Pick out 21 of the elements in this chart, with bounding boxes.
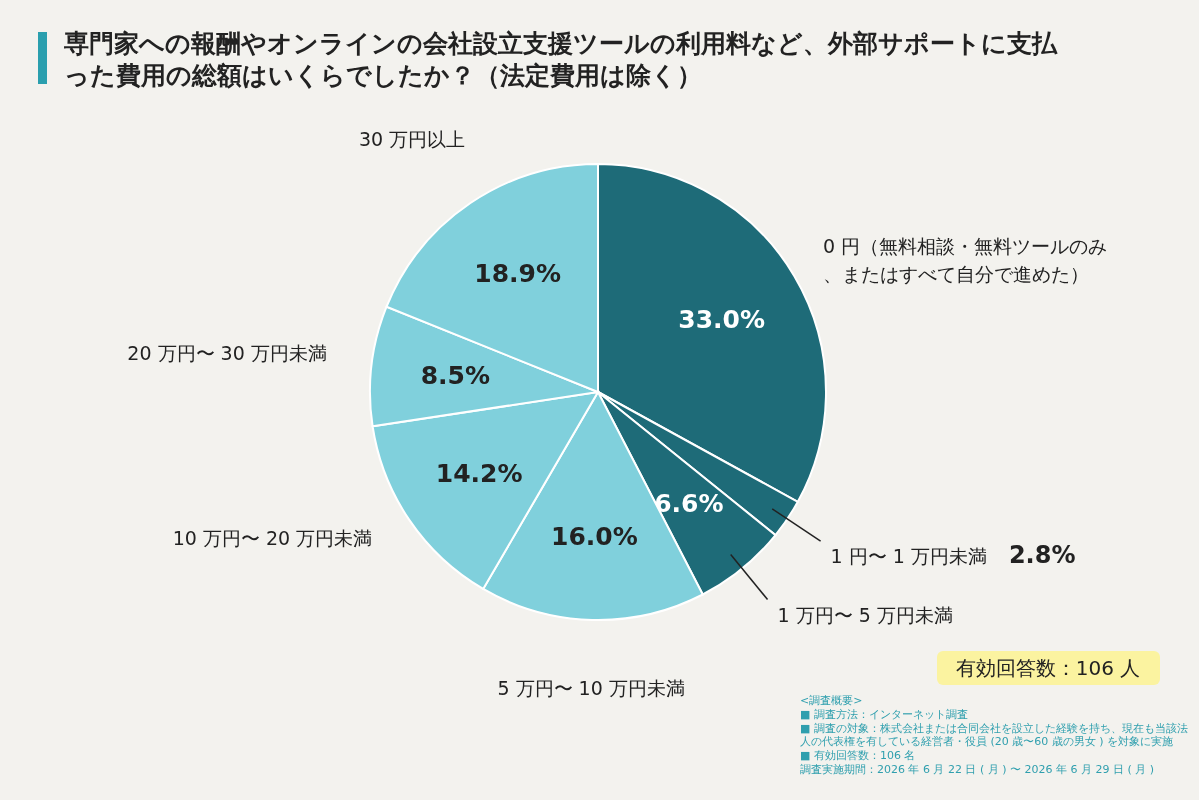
- data-label: 14.2%: [435, 458, 523, 488]
- text: ■ 調査方法：インターネット調査: [800, 708, 968, 721]
- slice-label: 0 円（無料相談・無料ツールのみ、またはすべて自分で進めた）: [822, 235, 1108, 286]
- text: ■ 調査の対象：株式会社または合同会社を設立した経験を持ち、現在も当該法人の代表権を有している経営者・役員 (20 歳〜60 歳の男女 ) を対象に実施: [800, 722, 1188, 748]
- slice-label: 10 万円〜 20 万円未満: [172, 527, 373, 550]
- slice-label: 1 円〜 1 万円未満: [830, 545, 987, 568]
- slice-label: 5 万円〜 10 万円未満: [497, 676, 685, 699]
- slice-label: 20 万円〜 30 万円未満: [127, 342, 327, 365]
- chart-title: 専門家への報酬やオンラインの会社設立支援ツールの利用料など、外部サポートに支払った費用の総額はいくらでしたか？（法定費用は除く）: [63, 29, 1058, 90]
- data-label: 18.9%: [474, 258, 561, 288]
- text: 調査実施期間：2026 年 6 月 22 日 ( 月 ) 〜 2026 年 6 月 29 日 ( 月 ): [800, 763, 1155, 776]
- text: 有効回答数：106 人: [955, 656, 1141, 680]
- data-label: 6.6%: [654, 489, 724, 519]
- data-label: 2.8%: [1008, 541, 1076, 570]
- text: <調査概要>: [800, 694, 863, 707]
- slice-label: 1 万円〜 5 万円未満: [777, 603, 953, 626]
- data-label: 16.0%: [551, 521, 638, 551]
- text: ■ 有効回答数：106 名: [800, 749, 916, 762]
- data-label: 8.5%: [420, 361, 490, 391]
- slice-label: 30 万円以上: [359, 127, 466, 150]
- data-label: 33.0%: [678, 304, 765, 334]
